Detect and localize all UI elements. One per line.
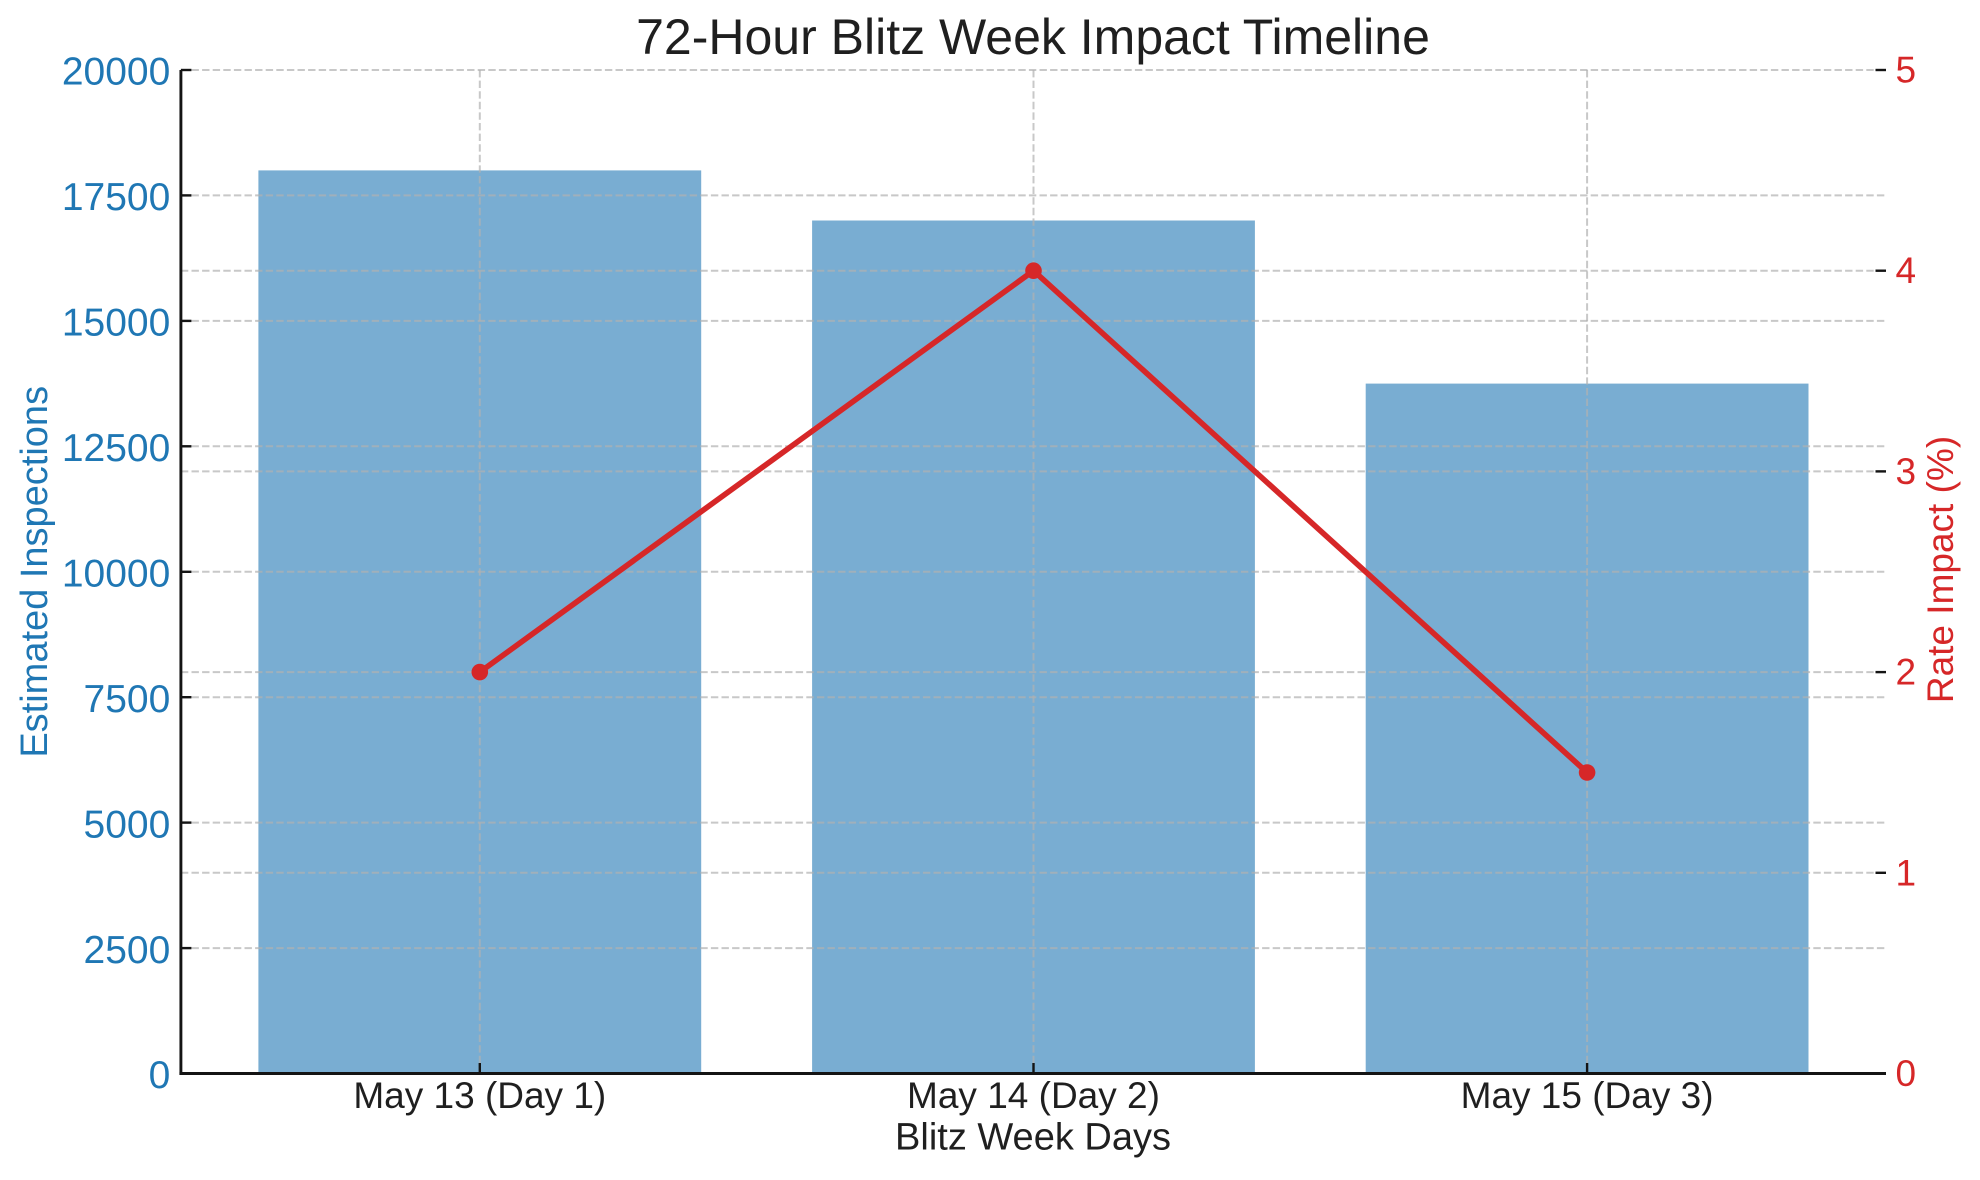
- svg-text:0: 0: [1896, 1053, 1917, 1094]
- svg-text:May 13 (Day 1): May 13 (Day 1): [353, 1075, 606, 1116]
- svg-text:May 14 (Day 2): May 14 (Day 2): [907, 1075, 1160, 1116]
- svg-text:2500: 2500: [84, 929, 171, 972]
- svg-text:Blitz Week Days: Blitz Week Days: [895, 1117, 1171, 1159]
- svg-text:5000: 5000: [84, 803, 171, 846]
- svg-text:2: 2: [1896, 652, 1917, 693]
- svg-text:5: 5: [1896, 50, 1917, 91]
- svg-text:Estimated Inspections: Estimated Inspections: [14, 386, 56, 758]
- svg-text:20000: 20000: [62, 51, 170, 94]
- svg-text:15000: 15000: [62, 302, 170, 345]
- svg-text:10000: 10000: [62, 553, 170, 596]
- svg-text:4: 4: [1896, 250, 1917, 291]
- svg-text:1: 1: [1896, 852, 1917, 893]
- svg-text:17500: 17500: [62, 176, 170, 219]
- svg-text:7500: 7500: [84, 678, 171, 721]
- svg-text:72-Hour Blitz Week Impact Time: 72-Hour Blitz Week Impact Timeline: [636, 9, 1430, 65]
- svg-text:Rate Impact (%): Rate Impact (%): [1920, 436, 1961, 703]
- svg-text:0: 0: [149, 1054, 171, 1097]
- svg-text:May 15 (Day 3): May 15 (Day 3): [1461, 1075, 1714, 1116]
- svg-text:3: 3: [1896, 451, 1917, 492]
- svg-text:12500: 12500: [62, 427, 170, 470]
